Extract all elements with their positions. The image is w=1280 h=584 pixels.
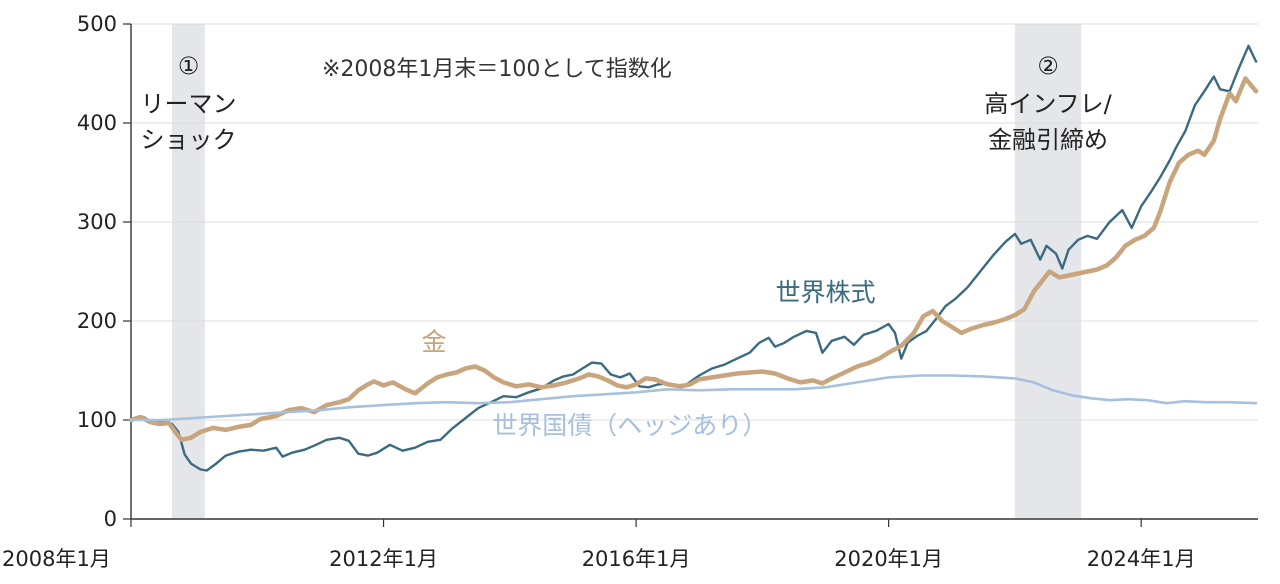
series-lines [128, 44, 1259, 472]
series-line-3 [129, 374, 1258, 422]
x-tick-label-5: 2024年1月 [1087, 547, 1196, 571]
shaded-period-label-1-2: ショック [140, 126, 236, 154]
shaded-period-label-1-1: リーマン [140, 90, 236, 118]
series-label-2: 金 [422, 328, 447, 357]
series-line-1 [129, 44, 1258, 472]
shaded-period-marker-1: ① [178, 52, 200, 80]
series-label-3: 世界国債（ヘッジあり） [492, 411, 767, 440]
y-tick-label-0: 0 [104, 507, 117, 531]
shaded-period-marker-2: ② [1037, 52, 1059, 80]
y-tick-label-400: 400 [77, 111, 117, 135]
x-tick-label-1: 2008年1月 [2, 547, 111, 571]
axes: 0 100 200 300 400 500 2008年1月 2012年1月 2016年1月 202… [2, 12, 1258, 571]
gridlines [131, 23, 1258, 421]
x-tick-label-2: 2012年1月 [329, 547, 438, 571]
x-tick-label-4: 2020年1月 [834, 547, 943, 571]
shaded-period-label-2-1: 高インフレ/ [984, 90, 1112, 118]
y-tick-label-300: 300 [77, 210, 117, 234]
y-tick-label-500: 500 [77, 12, 117, 36]
shaded-period-label-2-2: 金融引締め [988, 126, 1108, 154]
y-tick-label-100: 100 [77, 408, 117, 432]
shaded-periods [172, 24, 1082, 519]
series-line-2 [128, 76, 1259, 443]
y-tick-label-200: 200 [77, 309, 117, 333]
x-tick-label-3: 2016年1月 [582, 547, 691, 571]
chart-note: ※2008年1月末＝100として指数化 [322, 57, 672, 82]
series-label-1: 世界株式 [776, 278, 876, 307]
